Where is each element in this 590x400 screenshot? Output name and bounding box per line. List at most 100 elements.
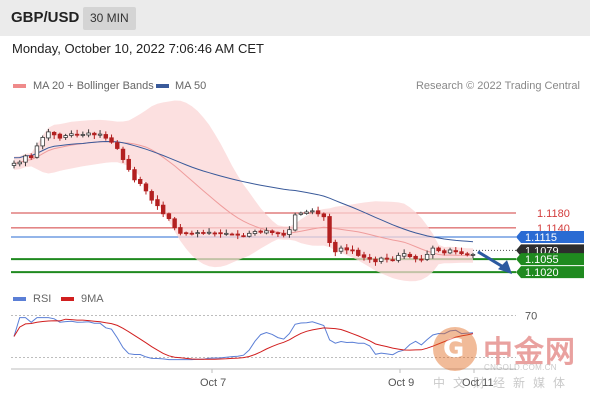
rsi-ma9-legend-swatch bbox=[61, 297, 74, 301]
svg-text:1.1055: 1.1055 bbox=[525, 254, 559, 266]
candle bbox=[235, 230, 240, 240]
watermark-tagline: 中文财经新媒体 bbox=[433, 376, 574, 390]
level-tag-1.1020: 1.1020 bbox=[516, 266, 584, 279]
candle bbox=[224, 229, 229, 236]
candle bbox=[292, 212, 298, 232]
candle bbox=[143, 181, 149, 195]
candle bbox=[275, 231, 281, 237]
candle bbox=[115, 140, 120, 150]
candle bbox=[396, 252, 401, 263]
candle bbox=[465, 251, 470, 257]
candle bbox=[413, 254, 418, 263]
candle bbox=[74, 129, 80, 138]
candle bbox=[424, 250, 430, 262]
candle bbox=[17, 160, 22, 167]
candle bbox=[218, 229, 223, 238]
candle bbox=[183, 231, 189, 236]
candle bbox=[51, 131, 57, 140]
candle bbox=[264, 227, 269, 235]
candle bbox=[201, 229, 206, 235]
bollinger-band-area bbox=[14, 100, 473, 282]
timeframe-selector[interactable]: 30 MIN bbox=[83, 7, 136, 30]
svg-text:1.1115: 1.1115 bbox=[525, 232, 557, 244]
copyright-text: Research © 2022 Trading Central bbox=[415, 80, 580, 92]
candle bbox=[57, 132, 63, 141]
candle bbox=[378, 256, 384, 264]
candle bbox=[401, 249, 407, 260]
candle bbox=[241, 232, 246, 238]
candle bbox=[453, 247, 458, 255]
candle bbox=[304, 209, 309, 215]
timestamp-text: Monday, October 10, 2022 7:06:46 AM CET bbox=[12, 41, 264, 56]
level-tag-1.1055: 1.1055 bbox=[516, 253, 584, 266]
candle bbox=[80, 131, 86, 138]
down-arrow-icon bbox=[477, 250, 512, 275]
candle bbox=[327, 213, 332, 247]
candle bbox=[212, 231, 218, 237]
cngold-logo-icon: G bbox=[433, 327, 477, 371]
svg-text:1.1079: 1.1079 bbox=[525, 245, 559, 257]
currency-pair-title: GBP/USD bbox=[11, 9, 80, 26]
candle bbox=[178, 223, 183, 236]
candle bbox=[40, 135, 45, 150]
candle bbox=[298, 211, 304, 216]
candle bbox=[138, 176, 143, 187]
ma50-legend-label: MA 50 bbox=[175, 80, 207, 92]
candle bbox=[287, 226, 292, 238]
candle bbox=[384, 253, 390, 263]
candle bbox=[361, 251, 367, 261]
candle bbox=[172, 216, 177, 231]
candle bbox=[407, 251, 413, 259]
candle bbox=[189, 230, 195, 236]
candle bbox=[97, 130, 103, 138]
candle bbox=[350, 245, 355, 254]
candle bbox=[269, 229, 275, 236]
watermark-url: CNGOLD.COM.CN bbox=[484, 363, 557, 372]
candle bbox=[46, 128, 51, 141]
candle bbox=[252, 229, 258, 236]
candle bbox=[333, 239, 338, 257]
candle bbox=[166, 212, 172, 221]
candle bbox=[367, 253, 372, 263]
candle bbox=[109, 134, 114, 144]
candle bbox=[436, 246, 441, 253]
candle bbox=[155, 195, 160, 210]
x-label-oct9: Oct 9 bbox=[388, 377, 415, 389]
x-label-oct11: Oct 11 bbox=[462, 377, 494, 389]
candle bbox=[321, 212, 327, 221]
candle bbox=[430, 245, 436, 259]
candle bbox=[315, 206, 321, 217]
rsi-legend-swatch bbox=[13, 297, 26, 301]
candle bbox=[195, 229, 200, 238]
candle bbox=[126, 155, 131, 172]
candle bbox=[160, 201, 166, 218]
rsi-line bbox=[13, 317, 474, 361]
ma50-line bbox=[13, 140, 474, 243]
candle bbox=[310, 208, 315, 215]
candle bbox=[120, 146, 126, 163]
candle bbox=[11, 160, 17, 169]
header-bar: GBP/USD 30 MIN bbox=[0, 0, 590, 36]
candle bbox=[281, 229, 286, 238]
candle bbox=[132, 166, 137, 183]
candle bbox=[29, 153, 34, 160]
candle bbox=[206, 228, 212, 235]
rsi-ma9-legend-label: 9MA bbox=[81, 293, 104, 305]
candle bbox=[229, 232, 235, 236]
x-label-oct7: Oct 7 bbox=[200, 377, 227, 389]
cngold-watermark: G 中金网 CNGOLD.COM.CN 中文财经新媒体 bbox=[433, 327, 583, 390]
candle bbox=[470, 252, 476, 259]
candle bbox=[442, 248, 447, 256]
rsi-70-label: 70 bbox=[525, 311, 537, 323]
candle bbox=[447, 247, 453, 255]
candle bbox=[338, 245, 344, 254]
candle bbox=[69, 130, 74, 138]
candle bbox=[23, 154, 28, 167]
ma20-legend-swatch bbox=[13, 84, 26, 88]
candle bbox=[373, 256, 378, 266]
watermark-name: 中金网 bbox=[483, 335, 576, 370]
rsi-9ma-line bbox=[13, 318, 474, 360]
level-label-1.1180: 1.1180 bbox=[537, 208, 570, 220]
candle bbox=[356, 247, 361, 257]
